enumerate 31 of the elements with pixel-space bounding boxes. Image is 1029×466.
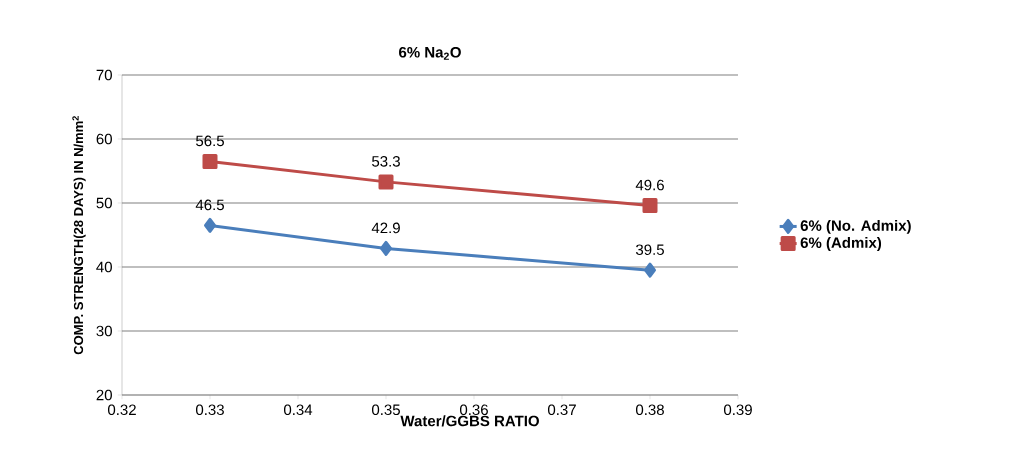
point (642, 198, 658, 214)
point (202, 153, 218, 169)
legend-label: 6% (Admix) (800, 236, 882, 251)
x-tick-label: 0.34 (284, 404, 313, 416)
legend-label: 6% (No. Admix) (800, 219, 911, 234)
point (378, 174, 394, 190)
point (204, 217, 216, 233)
data-label: 49.6 (635, 179, 664, 191)
data-label: 39.5 (635, 244, 664, 255)
chart-title: 6% Na$_{2}$O (399, 46, 461, 60)
x-axis-title: Water/GGBS RATIO (400, 415, 539, 427)
y-tick-label: 70 (96, 69, 112, 81)
y-tick-label: 60 (96, 133, 112, 145)
data-label: 42.9 (371, 222, 400, 234)
x-tick-label: 0.35 (372, 404, 400, 416)
y-tick-label: 20 (96, 389, 112, 401)
point (644, 262, 656, 278)
data-label: 56.5 (196, 135, 224, 147)
x-tick-label: 0.32 (108, 404, 136, 416)
x-tick-label: 0.33 (196, 404, 224, 416)
x-tick-label: 0.36 (460, 404, 488, 416)
y-axis-title: COMP. STRENGTH(28 DAYS) IN N/mm$^{2}$ (72, 116, 86, 355)
x-tick-label: 0.37 (548, 404, 576, 416)
data-label: 53.3 (372, 156, 400, 167)
y-tick-label: 50 (96, 197, 112, 209)
y-tick-label: 30 (96, 325, 112, 337)
x-tick-label: 0.38 (636, 404, 664, 416)
x-tick-label: 0.39 (723, 404, 752, 416)
data-label: 46.5 (195, 199, 224, 211)
y-tick-label: 40 (96, 261, 112, 273)
point (380, 240, 392, 256)
